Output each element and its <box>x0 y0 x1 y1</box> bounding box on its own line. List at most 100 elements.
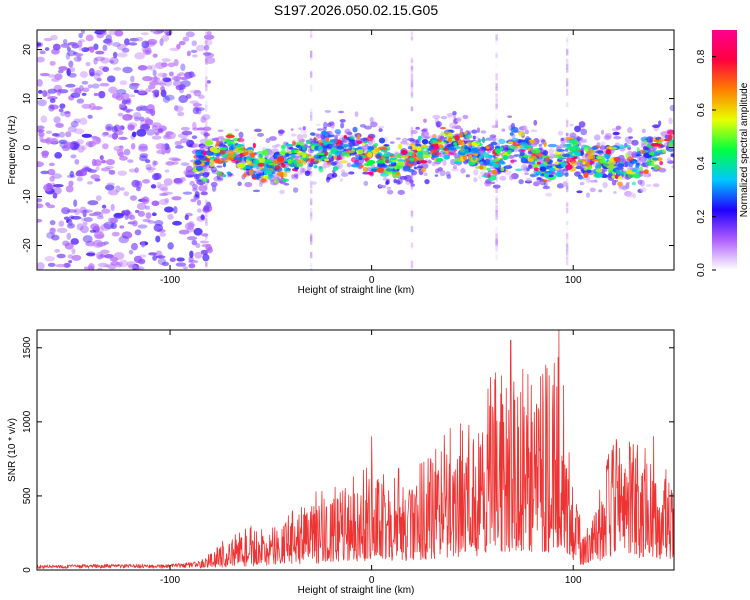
spectrogram-blob <box>301 168 307 173</box>
spectrogram-blob <box>309 132 316 136</box>
spectrogram-blob <box>136 89 146 95</box>
colorbar-ticks: 0.0 0.2 0.4 0.6 0.8 <box>696 49 716 277</box>
spectrogram-blob <box>192 143 200 148</box>
spectrogram-blob <box>561 153 571 158</box>
spectrogram-blob <box>37 42 42 47</box>
spectrogram-blob <box>260 178 267 183</box>
y-tick-label: 20 <box>22 44 33 56</box>
spectrogram-blob <box>410 65 414 70</box>
spectrogram-blob <box>134 167 139 174</box>
spectrogram-blob <box>102 131 109 136</box>
spectrogram-blob <box>98 212 104 218</box>
spectrogram-blob <box>522 154 532 158</box>
spectrogram-blob <box>410 57 414 63</box>
spectrogram-blob <box>149 80 160 86</box>
spectrogram-blob <box>495 118 498 127</box>
spectrogram-blob <box>127 124 135 131</box>
spectrogram-blob <box>43 37 53 42</box>
spectrogram-blob <box>627 127 633 134</box>
spectrogram-blob <box>565 120 569 128</box>
spectrogram-blob <box>309 170 313 177</box>
spectrogram-blob <box>363 140 370 144</box>
spectrogram-blob <box>592 158 600 162</box>
spectrogram-blob <box>478 174 483 180</box>
spectrogram-blob <box>60 43 70 48</box>
spectrogram-blob <box>341 151 350 157</box>
spectrogram-blob <box>309 50 313 58</box>
spectrogram-blob <box>545 192 553 197</box>
spectrogram-blob <box>221 174 227 178</box>
spectrogram-blob <box>503 165 513 170</box>
spectrogram-blob <box>410 210 414 217</box>
spectrogram-blob <box>100 223 112 232</box>
spectrogram-blob <box>518 179 524 185</box>
spectrogram-blob <box>76 54 82 62</box>
spectrogram-blob <box>137 224 148 229</box>
spectrogram-blob <box>670 154 674 158</box>
spectrogram-blob <box>40 115 48 123</box>
spectrogram-blob <box>171 196 182 201</box>
spectrogram-blob <box>93 92 99 97</box>
spectrogram-blob <box>421 138 429 145</box>
y-tick-label: 500 <box>22 487 33 504</box>
spectrogram-blob <box>101 143 109 150</box>
spectrogram-blob <box>157 257 167 266</box>
spectrogram-blob <box>410 226 414 232</box>
spectrogram-blob <box>205 157 211 162</box>
spectrogram-blob <box>595 168 603 173</box>
spectrogram-blob <box>148 252 157 256</box>
spectrogram-blob <box>37 161 44 168</box>
spectrogram-blob <box>399 175 408 180</box>
spectrogram-blob <box>309 56 313 61</box>
spectrogram-blob <box>568 139 576 146</box>
spectrogram-blob <box>63 262 71 268</box>
spectrogram-blob <box>111 132 118 140</box>
spectrogram-blob <box>205 77 208 82</box>
spectrogram-blob <box>410 73 414 81</box>
spectrogram-blob <box>540 137 544 142</box>
spectrogram-blob <box>93 43 99 51</box>
spectrogram-blob <box>447 137 452 143</box>
spectrogram-blob <box>631 160 638 164</box>
spectrogram-blob <box>196 107 202 115</box>
spectrogram-blob <box>85 34 94 42</box>
spectrogram-blob <box>159 193 169 197</box>
spectrogram-blob <box>267 162 276 166</box>
spectrogram-blob <box>495 214 498 221</box>
spectrogram-blob <box>66 209 78 213</box>
spectrogram-blob <box>76 98 85 104</box>
spectrogram-blob <box>386 189 394 195</box>
spectrogram-blob <box>51 234 60 241</box>
spectrogram-blob <box>487 173 491 178</box>
spectrogram-blob <box>174 141 183 146</box>
x-tick-label: -100 <box>160 275 180 286</box>
spectrogram-blob <box>626 169 634 174</box>
spectrogram-blob <box>277 129 285 134</box>
spectrogram-blob <box>524 137 532 141</box>
spectrogram-blob <box>216 165 223 168</box>
spectrogram-blob <box>300 129 308 134</box>
spectrogram-blob <box>130 242 138 251</box>
spectrogram-blob <box>182 36 190 42</box>
spectrogram-blob <box>96 241 106 247</box>
spectrogram-blob <box>507 115 513 118</box>
spectrogram-blob <box>495 35 498 42</box>
spectrogram-blob <box>293 173 299 178</box>
spectrogram-blob <box>495 239 498 247</box>
spectrogram-blob <box>56 253 66 259</box>
spectrogram-blob <box>385 179 390 185</box>
spectrogram-blob <box>460 168 466 174</box>
spectrogram-blob <box>203 44 210 51</box>
spectrogram-blob <box>382 177 388 181</box>
spectrogram-blob <box>133 89 139 94</box>
spectrogram-blob <box>410 260 414 269</box>
spectrogram-blob <box>118 235 130 244</box>
spectrogram-blob <box>56 88 62 96</box>
spectrogram-blob <box>309 236 313 243</box>
spectrogram-blob <box>309 235 313 242</box>
spectrogram-blob <box>205 184 208 190</box>
spectrogram-blob <box>106 75 116 83</box>
spectrogram-blob <box>336 145 345 150</box>
spectrogram-blob <box>359 123 367 128</box>
